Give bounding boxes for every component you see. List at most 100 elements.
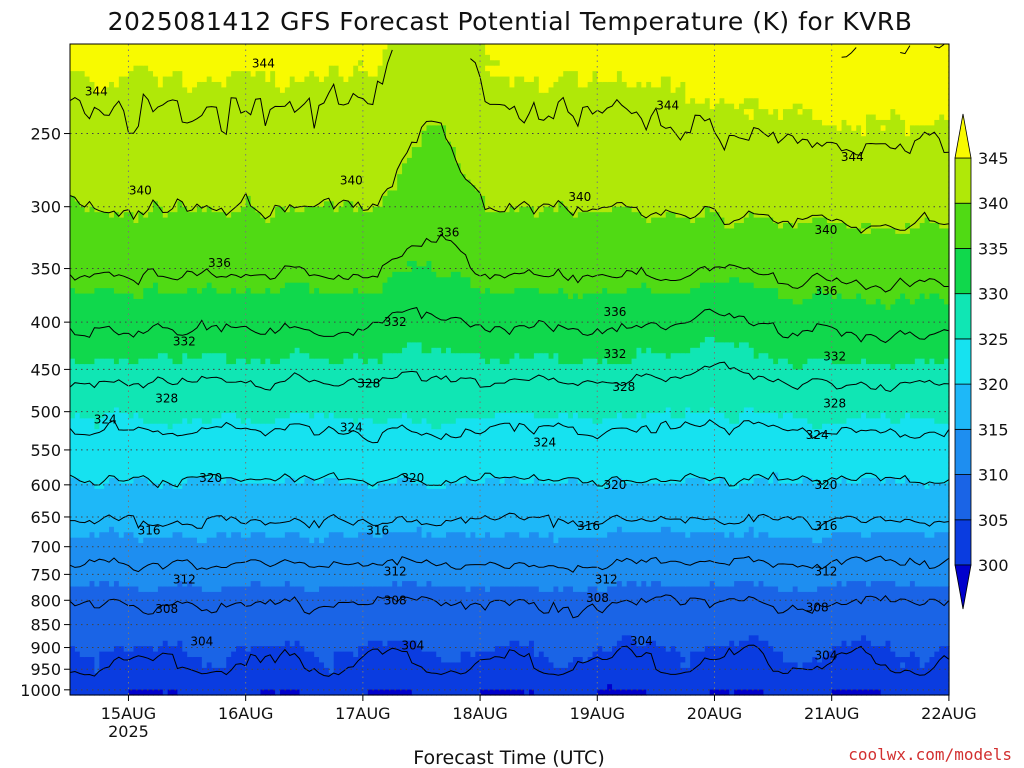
band-cell	[460, 44, 467, 175]
band-cell	[616, 364, 623, 414]
band-cell	[890, 369, 896, 425]
band-cell	[348, 651, 354, 696]
band-cell	[382, 646, 389, 691]
band-cell	[572, 217, 579, 295]
band-cell	[240, 206, 247, 295]
band-cell	[196, 543, 203, 588]
band-cell	[367, 293, 374, 360]
band-cell	[406, 271, 413, 343]
band-cell	[631, 581, 638, 642]
band-cell	[431, 125, 437, 273]
band-cell	[822, 537, 828, 588]
band-cell	[392, 483, 398, 533]
band-cell	[255, 483, 262, 533]
band-cell	[685, 353, 691, 409]
band-cell	[739, 483, 745, 539]
band-cell	[236, 71, 242, 213]
band-cell	[133, 478, 139, 539]
band-cell	[909, 651, 916, 696]
band-cell	[558, 537, 564, 593]
band-cell	[441, 586, 447, 664]
band-cell	[660, 217, 667, 295]
band-cell	[323, 418, 330, 479]
band-cell	[656, 293, 662, 354]
band-cell	[846, 418, 852, 485]
band-cell	[353, 44, 359, 67]
band-cell	[773, 364, 779, 414]
band-cell	[548, 483, 555, 533]
band-cell	[143, 358, 149, 425]
band-cell	[216, 353, 222, 419]
contour-label: 344	[252, 57, 275, 71]
band-cell	[221, 412, 227, 485]
y-tick-label: 400	[30, 313, 61, 332]
band-cell	[192, 657, 198, 696]
band-cell	[480, 586, 486, 653]
band-cell	[216, 44, 222, 83]
band-cell	[157, 488, 164, 539]
band-cell	[143, 217, 149, 289]
band-cell	[294, 532, 301, 588]
band-cell	[216, 591, 222, 669]
band-cell	[460, 483, 467, 533]
band-cell	[582, 418, 589, 485]
band-cell	[436, 347, 442, 430]
band-cell	[441, 353, 447, 425]
band-cell	[861, 136, 867, 224]
band-cell	[612, 206, 618, 295]
band-cell	[153, 358, 159, 425]
band-cell	[841, 223, 848, 300]
band-cell	[743, 640, 750, 691]
band-cell	[485, 71, 491, 213]
contour-label: 328	[357, 376, 380, 390]
band-cell	[157, 293, 164, 354]
band-cell	[201, 288, 208, 354]
band-cell	[538, 483, 545, 539]
band-cell	[778, 591, 784, 653]
band-cell	[582, 87, 589, 213]
band-cell	[538, 418, 545, 485]
band-cell	[402, 532, 408, 582]
band-cell	[797, 369, 804, 419]
band-cell	[411, 532, 418, 582]
band-cell	[543, 293, 550, 354]
band-cell	[489, 478, 496, 539]
band-cell	[187, 423, 193, 479]
band-cell	[597, 488, 603, 539]
band-cell	[450, 423, 457, 485]
band-cell	[157, 537, 164, 588]
band-cell	[314, 591, 320, 658]
band-cell	[475, 483, 481, 539]
band-cell	[529, 44, 535, 83]
band-cell	[489, 651, 496, 691]
band-cell	[870, 689, 877, 696]
band-cell	[446, 532, 452, 588]
band-cell	[431, 347, 437, 430]
band-cell	[221, 667, 227, 696]
band-cell	[367, 586, 374, 642]
band-cell	[524, 412, 530, 485]
band-cell	[499, 293, 506, 365]
band-cell	[480, 418, 486, 485]
band-cell	[587, 418, 594, 485]
band-cell	[113, 646, 120, 696]
band-cell	[734, 109, 740, 224]
band-cell	[123, 76, 130, 213]
band-cell	[255, 532, 262, 582]
band-cell	[74, 293, 81, 365]
band-cell	[524, 206, 530, 289]
band-cell	[524, 537, 530, 588]
band-cell	[157, 423, 164, 490]
band-cell	[612, 81, 618, 208]
band-cell	[441, 44, 447, 126]
band-cell	[128, 689, 135, 696]
band-cell	[665, 586, 672, 653]
band-cell	[201, 478, 208, 544]
band-cell	[94, 358, 100, 430]
band-cell	[226, 217, 232, 295]
band-cell	[592, 537, 598, 588]
band-cell	[255, 293, 262, 360]
band-cell	[939, 114, 945, 230]
band-cell	[651, 353, 657, 414]
